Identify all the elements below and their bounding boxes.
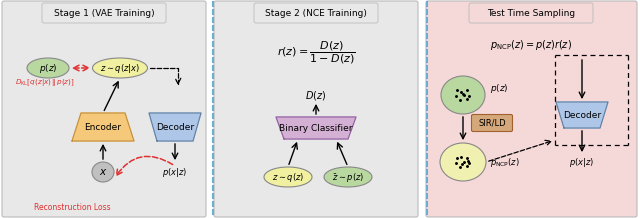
Text: Binary Classifier: Binary Classifier — [279, 124, 353, 133]
FancyBboxPatch shape — [254, 3, 378, 23]
Polygon shape — [149, 113, 201, 141]
Ellipse shape — [441, 76, 485, 114]
Ellipse shape — [264, 167, 312, 187]
Ellipse shape — [324, 167, 372, 187]
FancyBboxPatch shape — [469, 3, 593, 23]
Text: Reconstruction Loss: Reconstruction Loss — [34, 203, 110, 211]
Text: Test Time Sampling: Test Time Sampling — [487, 10, 575, 19]
Ellipse shape — [92, 162, 114, 182]
Text: Stage 2 (NCE Training): Stage 2 (NCE Training) — [265, 10, 367, 19]
Ellipse shape — [440, 143, 486, 181]
Text: $p_{\mathrm{NCP}}(z)$: $p_{\mathrm{NCP}}(z)$ — [490, 155, 520, 169]
Text: $p(z)$: $p(z)$ — [490, 82, 509, 94]
Polygon shape — [72, 113, 134, 141]
Text: $D(z)$: $D(z)$ — [305, 89, 326, 102]
Text: Decoder: Decoder — [563, 111, 601, 119]
FancyBboxPatch shape — [426, 1, 637, 217]
Text: $p(z)$: $p(z)$ — [38, 61, 58, 75]
Polygon shape — [276, 117, 356, 139]
Text: $\bar{z} \sim p(z)$: $\bar{z} \sim p(z)$ — [332, 170, 364, 184]
Text: $r(z) = \dfrac{D(z)}{1 - D(z)}$: $r(z) = \dfrac{D(z)}{1 - D(z)}$ — [276, 40, 355, 66]
Text: $D_{\mathrm{KL}}[q(z|x)\,\|\,p(z)]$: $D_{\mathrm{KL}}[q(z|x)\,\|\,p(z)]$ — [15, 77, 75, 87]
FancyBboxPatch shape — [2, 1, 206, 217]
Text: $z \sim q(z)$: $z \sim q(z)$ — [272, 170, 304, 184]
Text: $p(x|z)$: $p(x|z)$ — [163, 165, 188, 179]
Ellipse shape — [27, 58, 69, 78]
Text: SIR/LD: SIR/LD — [478, 119, 506, 128]
FancyBboxPatch shape — [472, 114, 513, 131]
FancyBboxPatch shape — [42, 3, 166, 23]
Polygon shape — [556, 102, 608, 128]
Text: $p(x|z)$: $p(x|z)$ — [570, 155, 595, 169]
Text: $z \sim q(z|x)$: $z \sim q(z|x)$ — [100, 61, 140, 75]
Ellipse shape — [93, 58, 147, 78]
Text: $x$: $x$ — [99, 167, 108, 177]
FancyBboxPatch shape — [214, 1, 418, 217]
Text: Encoder: Encoder — [84, 123, 122, 131]
Text: $p_{\mathrm{NCP}}(z) = p(z)r(z)$: $p_{\mathrm{NCP}}(z) = p(z)r(z)$ — [490, 38, 572, 52]
Text: Stage 1 (VAE Training): Stage 1 (VAE Training) — [54, 10, 154, 19]
Text: Decoder: Decoder — [156, 123, 194, 131]
